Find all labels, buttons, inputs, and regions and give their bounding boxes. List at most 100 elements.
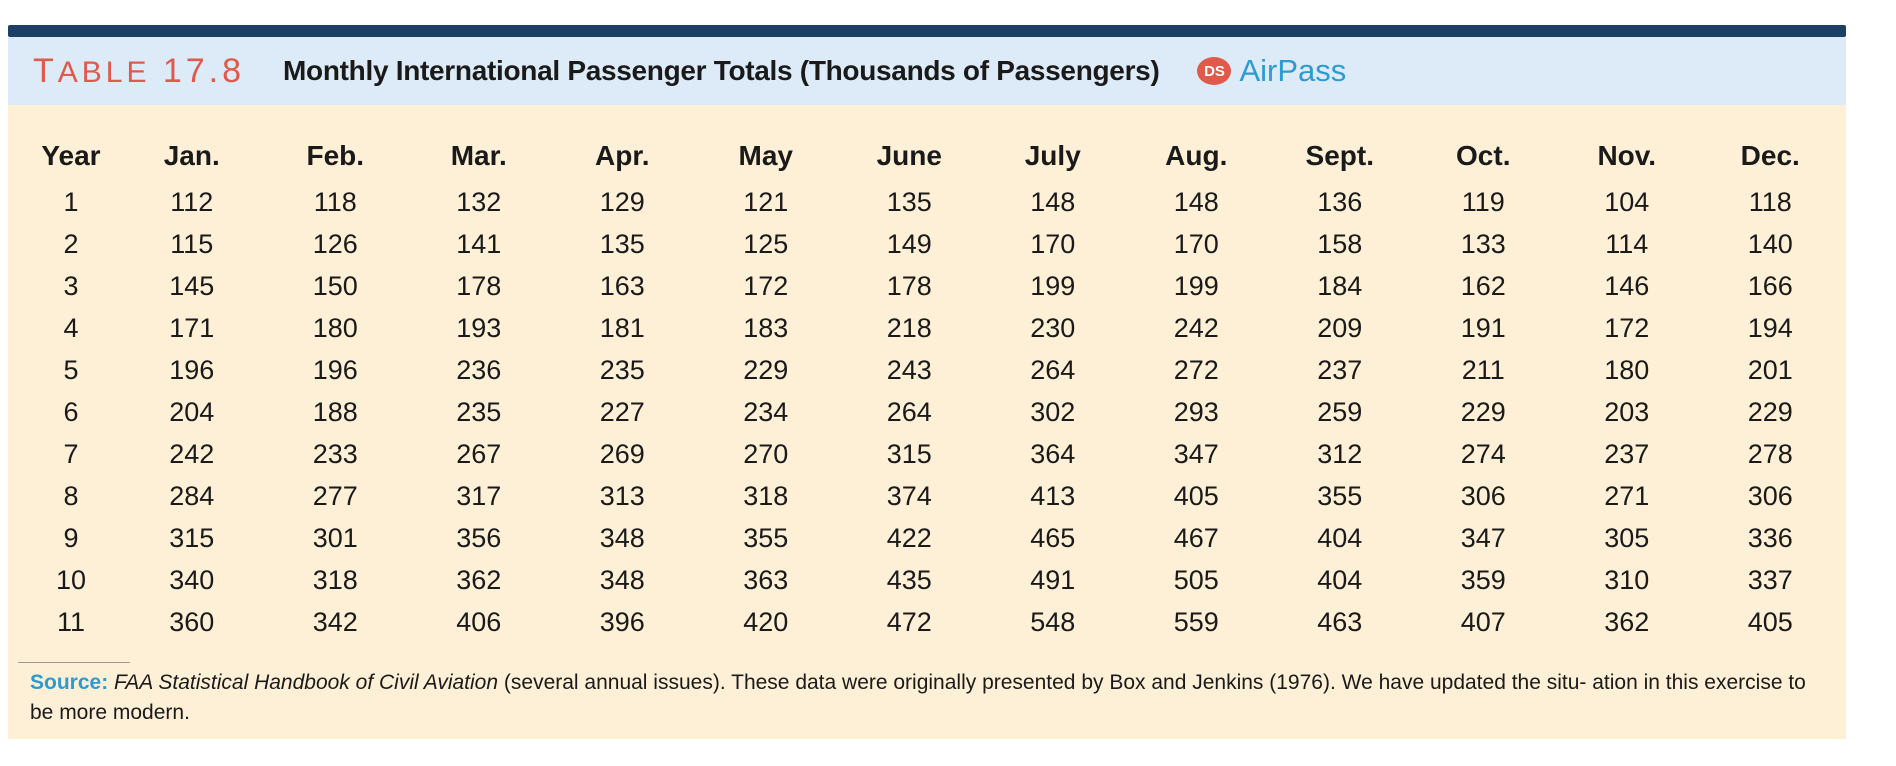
passenger-cell: 183 <box>743 312 789 343</box>
passenger-cell: 336 <box>1747 522 1793 553</box>
passenger-cell: 171 <box>169 312 215 343</box>
passenger-cell: 237 <box>1604 438 1650 469</box>
passenger-cell: 242 <box>1173 312 1219 343</box>
table-row: 7 242 233 267 269 270 315 364 347 312 274 237 278 <box>22 433 1842 475</box>
passenger-cell: 318 <box>312 564 358 595</box>
passenger-cell: 293 <box>1173 396 1219 427</box>
passenger-cell: 269 <box>599 438 645 469</box>
passenger-cell: 270 <box>743 438 789 469</box>
source-label: Source: <box>30 671 109 694</box>
passenger-cell: 172 <box>1604 312 1650 343</box>
passenger-cell: 227 <box>599 396 645 427</box>
passenger-cell: 305 <box>1604 522 1650 553</box>
passenger-cell: 133 <box>1460 228 1506 259</box>
passenger-cell: 125 <box>743 228 789 259</box>
passenger-cell: 360 <box>169 606 215 637</box>
passenger-cell: 359 <box>1460 564 1506 595</box>
passenger-cell: 465 <box>1030 522 1076 553</box>
passenger-cell: 267 <box>456 438 502 469</box>
passenger-cell: 318 <box>743 480 789 511</box>
passenger-cell: 342 <box>312 606 358 637</box>
passenger-cell: 148 <box>1173 186 1219 217</box>
passenger-cell: 233 <box>312 438 358 469</box>
passenger-cell: 404 <box>1317 522 1363 553</box>
passenger-cell: 404 <box>1317 564 1363 595</box>
passenger-cell: 364 <box>1030 438 1076 469</box>
passenger-cell: 406 <box>456 606 502 637</box>
passenger-cell: 180 <box>312 312 358 343</box>
passenger-cell: 184 <box>1317 270 1363 301</box>
table-row: 10 340 318 362 348 363 435 491 505 404 359 310 337 <box>22 559 1842 601</box>
year-cell: 8 <box>63 480 79 511</box>
passenger-cell: 204 <box>169 396 215 427</box>
passenger-cell: 196 <box>169 354 215 385</box>
passenger-cell: 337 <box>1747 564 1793 595</box>
passenger-cell: 362 <box>456 564 502 595</box>
column-header: Nov. <box>1597 140 1657 171</box>
passenger-cell: 145 <box>169 270 215 301</box>
passenger-cell: 201 <box>1747 354 1793 385</box>
passenger-cell: 355 <box>743 522 789 553</box>
passenger-cell: 315 <box>169 522 215 553</box>
passenger-cell: 229 <box>1460 396 1506 427</box>
table-row: 11 360 342 406 396 420 472 548 559 463 407 362 405 <box>22 601 1842 643</box>
passenger-cell: 278 <box>1747 438 1793 469</box>
passenger-cell: 374 <box>886 480 932 511</box>
ds-dataset-icon: DS <box>1197 57 1232 85</box>
column-header: Year <box>41 140 101 171</box>
passenger-cell: 135 <box>599 228 645 259</box>
passenger-cell: 129 <box>599 186 645 217</box>
passenger-cell: 413 <box>1030 480 1076 511</box>
passenger-cell: 505 <box>1173 564 1219 595</box>
passenger-cell: 559 <box>1173 606 1219 637</box>
source-divider <box>18 662 130 663</box>
passenger-cell: 306 <box>1460 480 1506 511</box>
passenger-cell: 259 <box>1317 396 1363 427</box>
year-cell: 5 <box>63 354 79 385</box>
passenger-cell: 405 <box>1747 606 1793 637</box>
passenger-cell: 277 <box>312 480 358 511</box>
passenger-cell: 467 <box>1173 522 1219 553</box>
table-number-label: TABLE 17.8 <box>33 51 246 90</box>
passenger-cell: 203 <box>1604 396 1650 427</box>
passenger-table: Year Jan. Feb. Mar. Apr. May June July Aug. Sept.… <box>22 131 1842 643</box>
passenger-cell: 199 <box>1030 270 1076 301</box>
column-header: Jan. <box>163 140 220 171</box>
column-header: Aug. <box>1165 140 1228 171</box>
passenger-cell: 229 <box>743 354 789 385</box>
table-panel: Year Jan. Feb. Mar. Apr. May June July Aug. Sept.… <box>8 105 1846 739</box>
table-row: 3 145 150 178 163 172 178 199 199 184 162 146 166 <box>22 265 1842 307</box>
passenger-cell: 237 <box>1317 354 1363 385</box>
passenger-cell: 218 <box>886 312 932 343</box>
passenger-cell: 191 <box>1460 312 1506 343</box>
passenger-cell: 272 <box>1173 354 1219 385</box>
passenger-cell: 150 <box>312 270 358 301</box>
column-header: Mar. <box>450 140 507 171</box>
passenger-cell: 230 <box>1030 312 1076 343</box>
passenger-cell: 136 <box>1317 186 1363 217</box>
passenger-cell: 135 <box>886 186 932 217</box>
passenger-cell: 178 <box>886 270 932 301</box>
passenger-cell: 340 <box>169 564 215 595</box>
passenger-cell: 313 <box>599 480 645 511</box>
table-row: 8 284 277 317 313 318 374 413 405 355 306 271 306 <box>22 475 1842 517</box>
table-row: 9 315 301 356 348 355 422 465 467 404 347 305 336 <box>22 517 1842 559</box>
passenger-cell: 422 <box>886 522 932 553</box>
passenger-cell: 163 <box>599 270 645 301</box>
passenger-cell: 234 <box>743 396 789 427</box>
passenger-cell: 166 <box>1747 270 1793 301</box>
passenger-cell: 126 <box>312 228 358 259</box>
passenger-cell: 180 <box>1604 354 1650 385</box>
column-header: June <box>876 140 942 171</box>
passenger-cell: 264 <box>886 396 932 427</box>
passenger-cell: 148 <box>1030 186 1076 217</box>
column-header: May <box>738 140 793 171</box>
top-accent-bar <box>8 25 1846 37</box>
year-cell: 3 <box>63 270 79 301</box>
passenger-cell: 310 <box>1604 564 1650 595</box>
passenger-cell: 356 <box>456 522 502 553</box>
table-row: 1 112 118 132 129 121 135 148 148 136 119 104 118 <box>22 181 1842 223</box>
passenger-cell: 181 <box>599 312 645 343</box>
passenger-cell: 243 <box>886 354 932 385</box>
passenger-cell: 405 <box>1173 480 1219 511</box>
